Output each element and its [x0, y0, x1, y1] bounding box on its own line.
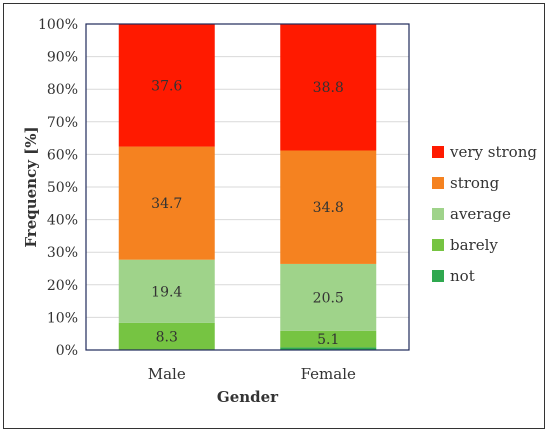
data-label: 34.8 — [313, 200, 344, 216]
bar-segment-not-female — [280, 347, 377, 350]
data-label: 34.7 — [151, 196, 182, 212]
legend-label: average — [450, 205, 511, 223]
y-tick-label: 90% — [47, 50, 78, 66]
bar-segment-strong-female — [280, 150, 377, 264]
chart-frame: 8.3 19.4 34.7 37.6 5.1 20.5 34.8 38.8 0% 10% 20% 3… — [3, 3, 545, 429]
axes: 0% 10% 20% 30% 40% 50% 60% 70% 80% 90% 100% Male Fem… — [38, 17, 410, 383]
x-axis-title: Gender — [217, 388, 279, 406]
legend-swatch — [432, 239, 444, 251]
legend-swatch — [432, 270, 444, 282]
y-tick-label: 80% — [47, 82, 78, 98]
y-tick-label: 0% — [56, 343, 78, 359]
y-tick-label: 10% — [47, 310, 78, 326]
legend-swatch — [432, 177, 444, 189]
data-labels: 8.3 19.4 34.7 37.6 5.1 20.5 34.8 38.8 — [151, 78, 344, 348]
x-tick-label: Male — [148, 365, 186, 383]
legend-swatch — [432, 208, 444, 220]
legend-label: strong — [450, 174, 500, 192]
y-tick-label: 20% — [47, 278, 78, 294]
data-label: 19.4 — [151, 284, 182, 300]
bar-segment-barely-male — [118, 322, 215, 350]
stacked-bar-chart: 8.3 19.4 34.7 37.6 5.1 20.5 34.8 38.8 0% 10% 20% 3… — [22, 17, 537, 406]
y-tick-label: 70% — [47, 115, 78, 131]
y-tick-label: 40% — [47, 213, 78, 229]
legend: very strong strong average barely not — [432, 143, 537, 285]
y-tick-label: 30% — [47, 245, 78, 261]
data-label: 20.5 — [313, 290, 344, 306]
data-label: 5.1 — [317, 332, 339, 348]
legend-label: very strong — [449, 143, 537, 161]
plot-area-border — [85, 23, 410, 351]
y-axis-title: Frequency [%] — [22, 126, 40, 247]
bar-segment-strong-male — [118, 146, 215, 260]
y-tick-label: 50% — [47, 180, 78, 196]
x-tick-label: Female — [301, 365, 356, 383]
bar-segment-very-strong-male — [118, 24, 215, 147]
legend-swatch — [432, 146, 444, 158]
data-label: 38.8 — [313, 80, 344, 96]
legend-label: not — [450, 267, 475, 285]
data-label: 8.3 — [156, 329, 178, 345]
data-label: 37.6 — [151, 78, 182, 94]
y-tick-label: 100% — [38, 17, 78, 33]
bar-segment-average-male — [118, 259, 215, 323]
y-tick-label: 60% — [47, 147, 78, 163]
bar-segment-barely-female — [280, 330, 377, 348]
bar-segment-average-female — [280, 263, 377, 331]
bars — [118, 24, 377, 350]
legend-label: barely — [450, 236, 498, 254]
bar-segment-very-strong-female — [280, 24, 377, 151]
